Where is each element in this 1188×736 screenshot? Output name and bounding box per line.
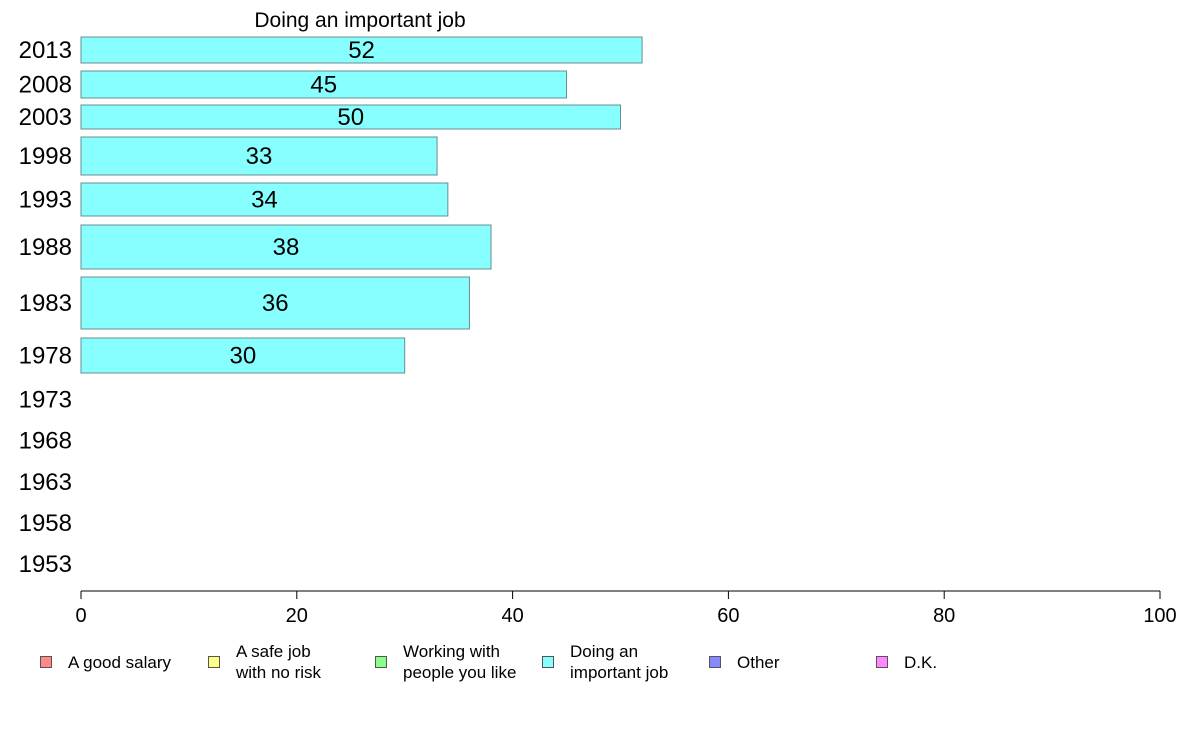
x-axis: 0 20 40 60 80 100 <box>75 590 1177 627</box>
x-tick-label: 0 <box>75 605 86 627</box>
chart-title: Doing an important job <box>254 9 465 32</box>
legend-label: Doing an important job <box>570 642 669 682</box>
bar <box>80 70 568 99</box>
year-labels: 2013 2008 2003 1998 1993 1988 1983 1978 1973 1968… <box>19 37 72 578</box>
year-label: 2003 <box>19 104 72 131</box>
legend-item-important-job: Doing an important job <box>542 640 668 684</box>
legend-swatch <box>375 656 387 668</box>
legend-item-other: Other <box>709 640 780 684</box>
legend-swatch <box>709 656 721 668</box>
bar-value-label: 50 <box>337 104 364 131</box>
year-label: 1973 <box>19 387 72 414</box>
bar-value-label: 34 <box>251 187 278 214</box>
year-label: 1978 <box>19 343 72 370</box>
bar <box>80 136 438 176</box>
legend-label: D.K. <box>904 652 938 672</box>
x-tick-label: 40 <box>501 605 523 627</box>
bar-value-label: 52 <box>348 37 375 64</box>
bar <box>80 104 621 130</box>
legend-label: A safe job with no risk <box>236 642 322 682</box>
year-label: 1968 <box>19 428 72 455</box>
bar-chart: Doing an important job 5245503334383630 … <box>19 9 1177 627</box>
legend-item-safe-job: A safe job with no risk <box>208 640 321 684</box>
year-label: 2008 <box>19 72 72 99</box>
legend-swatch <box>40 656 52 668</box>
year-label: 1998 <box>19 143 72 170</box>
year-label: 1958 <box>19 510 72 537</box>
x-tick-label: 100 <box>1143 605 1176 627</box>
bar <box>80 337 406 374</box>
x-tick-label: 60 <box>717 605 739 627</box>
year-label: 1983 <box>19 290 72 317</box>
legend-swatch <box>208 656 220 668</box>
bar <box>80 276 470 330</box>
x-tick-label: 20 <box>286 605 308 627</box>
year-label: 1953 <box>19 551 72 578</box>
year-label: 1963 <box>19 469 72 496</box>
legend-label: A good salary <box>68 652 172 672</box>
legend: A good salary A safe job with no risk Wo… <box>0 640 1188 690</box>
bar <box>80 36 643 64</box>
year-label: 2013 <box>19 37 72 64</box>
legend-swatch <box>876 656 888 668</box>
bar-value-label: 45 <box>310 72 337 99</box>
bar-value-label: 38 <box>273 234 300 261</box>
legend-item-working-with: Working with people you like <box>375 640 516 684</box>
x-tick-label: 80 <box>933 605 955 627</box>
bar-value-label: 33 <box>246 143 273 170</box>
bar-value-label: 30 <box>229 343 256 370</box>
year-label: 1993 <box>19 187 72 214</box>
legend-swatch <box>542 656 554 668</box>
bar <box>80 182 449 217</box>
bar <box>80 224 492 270</box>
year-label: 1988 <box>19 234 72 261</box>
bar-value-label: 36 <box>262 290 289 317</box>
legend-label: Other <box>737 652 780 672</box>
legend-label: Working with people you like <box>403 642 517 682</box>
legend-item-good-salary: A good salary <box>40 640 171 684</box>
legend-item-dk: D.K. <box>876 640 937 684</box>
